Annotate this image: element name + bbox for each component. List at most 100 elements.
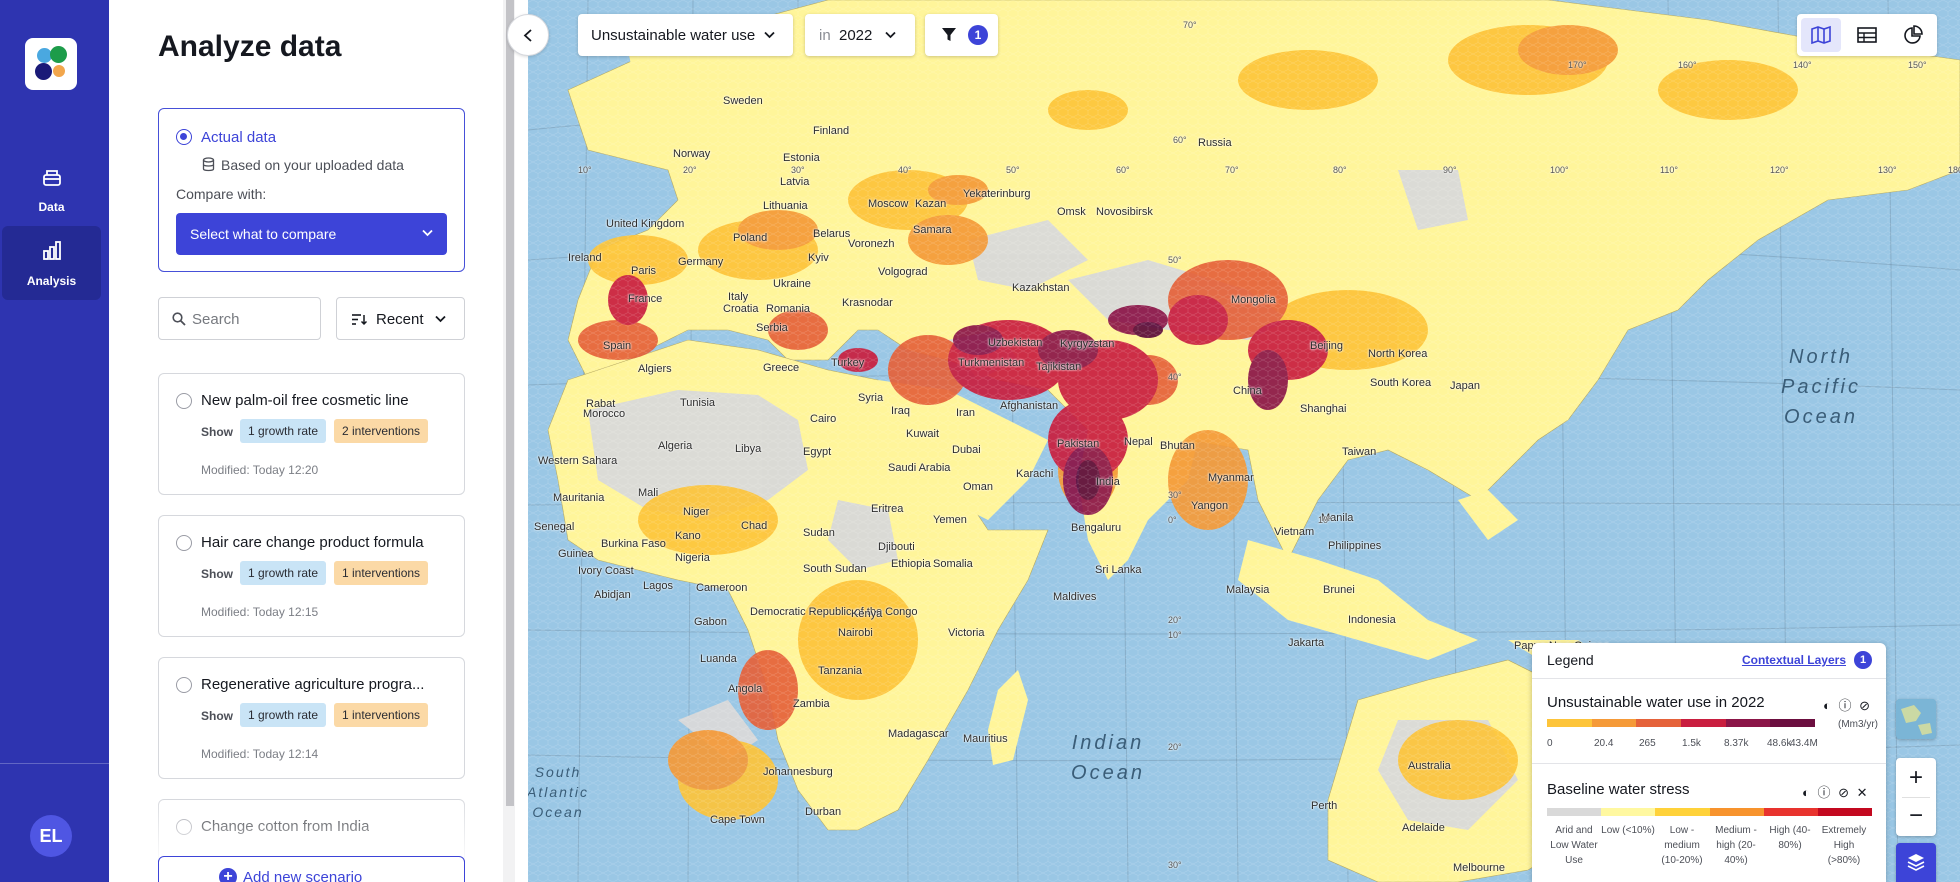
map-label: India [1096,476,1120,488]
actual-data-radio[interactable] [176,129,192,145]
map-label: Paris [631,265,657,277]
map-label: Turkey [831,357,865,369]
scenario-card[interactable]: New palm-oil free cosmetic line Show 1 g… [158,373,465,495]
compare-select[interactable]: Select what to compare [176,213,447,255]
map-label: Lithuania [763,200,808,212]
chart-view-button[interactable] [1893,18,1933,52]
ramp-tick: 8.37k [1724,738,1749,749]
hide-icon[interactable]: ⊘ [1859,698,1871,713]
search-input[interactable]: Search [158,297,321,340]
grid-label: 130° [1878,165,1897,175]
interventions-chip[interactable]: 1 interventions [334,703,429,727]
nav-item-analysis[interactable]: Analysis [2,226,101,300]
layer1-ramp [1547,719,1816,727]
opacity-icon[interactable]: ◐ [1823,698,1831,713]
map-label: Kyrgyzstan [1060,338,1115,350]
map-label: Syria [858,392,884,404]
scenario-radio[interactable] [176,677,192,693]
map-label: Mauritania [553,492,605,504]
view-switcher [1797,14,1937,56]
zoom-out-button[interactable]: − [1908,802,1923,829]
scenario-radio[interactable] [176,535,192,551]
growth-rate-chip[interactable]: 1 growth rate [240,561,327,585]
map-label: Spain [603,340,632,352]
table-view-button[interactable] [1847,18,1887,52]
close-icon[interactable]: ✕ [1856,785,1868,800]
map-label: Moscow [868,198,909,210]
map-label: Dubai [952,444,981,456]
zoom-in-button[interactable]: + [1908,764,1923,791]
panel-scrollbar[interactable] [503,0,515,882]
map-label: Turkmenistan [958,357,1025,369]
plus-icon: + [219,868,237,882]
layer-controls: ◐ ⓘ ⊘ [1823,695,1870,714]
scenario-radio[interactable] [176,393,192,409]
grid-label: 60° [1173,135,1187,145]
nav-item-label: Data [38,200,65,214]
interventions-chip[interactable]: 1 interventions [334,561,429,585]
map-label: Sudan [803,527,835,539]
layer1-unit: (Mm3/yr) [1838,719,1878,730]
hide-icon[interactable]: ⊘ [1838,785,1850,800]
map-view-button[interactable] [1801,18,1841,52]
opacity-icon[interactable]: ◐ [1802,785,1810,800]
analysis-panel: Analyze data Actual data Based on your u… [109,0,515,882]
map-label: Poland [733,232,768,244]
map-label: Germany [678,256,724,268]
map-label: Afghanistan [1000,400,1059,412]
grid-label: 20° [1168,615,1182,625]
map-label: Vietnam [1274,526,1315,538]
growth-rate-chip[interactable]: 1 growth rate [240,703,327,727]
map-label: Australia [1408,760,1451,772]
contextual-layers-link[interactable]: Contextual Layers [1741,653,1846,667]
growth-rate-chip[interactable]: 1 growth rate [240,419,327,443]
collapse-panel-button[interactable] [507,14,549,56]
actual-data-option[interactable]: Actual data Based on your uploaded data … [158,108,465,272]
map-label: Karachi [1016,468,1054,480]
user-avatar[interactable]: EL [30,815,72,857]
map-label: Cameroon [696,582,748,594]
add-scenario-button[interactable]: + Add new scenario [158,856,465,882]
scenario-title: New palm-oil free cosmetic line [201,392,409,409]
layers-button[interactable] [1896,843,1936,882]
search-placeholder: Search [192,311,240,328]
grid-label: 30° [1168,860,1182,870]
info-icon[interactable]: ⓘ [1817,785,1831,800]
scenario-card[interactable]: Regenerative agriculture progra... Show … [158,657,465,779]
map-label: Serbia [756,322,788,334]
map-label: Romania [766,303,811,315]
basemap-toggle[interactable] [1896,699,1936,739]
stress-category: Medium - high (20-40%) [1715,825,1757,866]
scenario-modified: Modified: Today 12:14 [201,747,319,761]
indicator-value: Unsustainable water use [591,27,756,44]
ramp-tick: 20.4 [1594,738,1614,749]
map-icon [1811,25,1831,45]
map-label: Malaysia [1226,584,1270,596]
nav-item-data[interactable]: Data [2,152,101,226]
year-select[interactable]: in 2022 [805,14,915,56]
rail-divider [0,763,109,764]
scenario-show-label: Show [201,709,233,723]
sort-dropdown[interactable]: Recent [336,297,465,340]
map-label: Myanmar [1208,472,1254,484]
info-icon[interactable]: ⓘ [1838,698,1852,713]
map-label: Durban [805,806,842,818]
map-label: Ethiopia [891,558,931,570]
indicator-select[interactable]: Unsustainable water use [578,14,793,56]
interventions-chip[interactable]: 2 interventions [334,419,429,443]
map-label: Tunisia [680,397,716,409]
filter-button[interactable]: 1 [925,14,998,56]
map-label: Tanzania [818,665,863,677]
map-label: Indonesia [1348,614,1396,626]
map-label: Algeria [658,440,693,452]
app-logo[interactable] [25,38,77,90]
scrollbar-thumb[interactable] [506,0,514,806]
layer2-ramp [1547,808,1873,816]
bar-chart-icon [43,241,61,260]
layer-name: Unsustainable water use in 2022 [1547,694,1765,711]
scenario-card[interactable]: Hair care change product formula Show 1 … [158,515,465,637]
map-label: Somalia [933,558,973,570]
map-label: Russia [1198,137,1232,149]
map-label: Voronezh [848,238,895,250]
filter-icon [942,28,956,41]
